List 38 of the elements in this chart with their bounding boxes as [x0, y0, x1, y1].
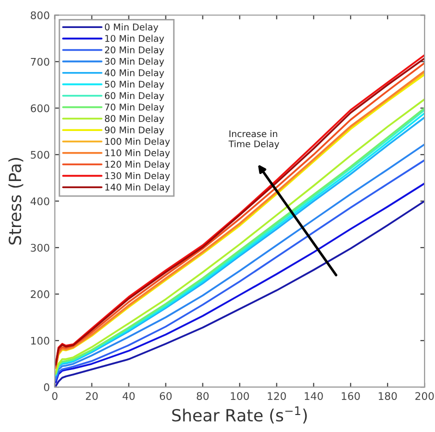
y-tick-label: 0	[44, 383, 50, 392]
x-tick-label: 60	[160, 392, 172, 400]
legend-label: 120 Min Delay	[105, 160, 170, 170]
y-tick-label: 300	[30, 244, 50, 252]
x-tick-label: 120	[268, 392, 286, 400]
legend-label: 110 Min Delay	[105, 149, 170, 158]
y-tick-label: 700	[30, 58, 50, 66]
x-tick-label: 160	[342, 392, 360, 400]
x-tick-label: 20	[86, 392, 98, 400]
legend-label: 10 Min Delay	[105, 34, 164, 44]
legend-label: 20 Min Delay	[104, 46, 164, 56]
y-tick-label: 600	[30, 104, 50, 112]
legend-label: 30 Min Delay	[105, 58, 164, 67]
legend-label: 100 Min Delay	[105, 138, 170, 147]
y-axis-title: Stress (Pa)	[8, 158, 24, 245]
legend-label: 140 Min Delay	[105, 184, 170, 192]
legend-label: 80 Min Delay	[104, 114, 164, 124]
legend-label: 130 Min Delay	[105, 172, 170, 181]
x-tick-label: 180	[378, 392, 397, 400]
x-tick-label: 40	[122, 392, 135, 400]
annotation: Increase in Time Delay	[228, 130, 280, 150]
legend-label: 60 Min Delay	[104, 92, 164, 101]
y-tick-label: 100	[31, 336, 50, 345]
legend-label: 50 Min Delay	[105, 80, 164, 90]
y-tick-label: 200	[30, 290, 50, 298]
y-tick-label: 400	[30, 197, 50, 206]
x-axis-title: Shear Rate (s$^{−1}$)	[172, 406, 307, 424]
x-tick-label: 100	[230, 392, 249, 400]
legend-label: 70 Min Delay	[105, 103, 164, 112]
x-tick-label: 140	[304, 392, 323, 400]
legend-label: 90 Min Delay	[104, 126, 164, 136]
legend-label: 40 Min Delay	[104, 69, 164, 78]
y-tick-label: 800	[30, 11, 50, 20]
y-tick-label: 500	[30, 150, 50, 159]
legend-label: 0 Min Delay	[104, 23, 158, 32]
x-tick-label: 80	[196, 392, 209, 400]
x-tick-label: 200	[415, 392, 434, 400]
x-tick-label: 0	[52, 392, 58, 400]
